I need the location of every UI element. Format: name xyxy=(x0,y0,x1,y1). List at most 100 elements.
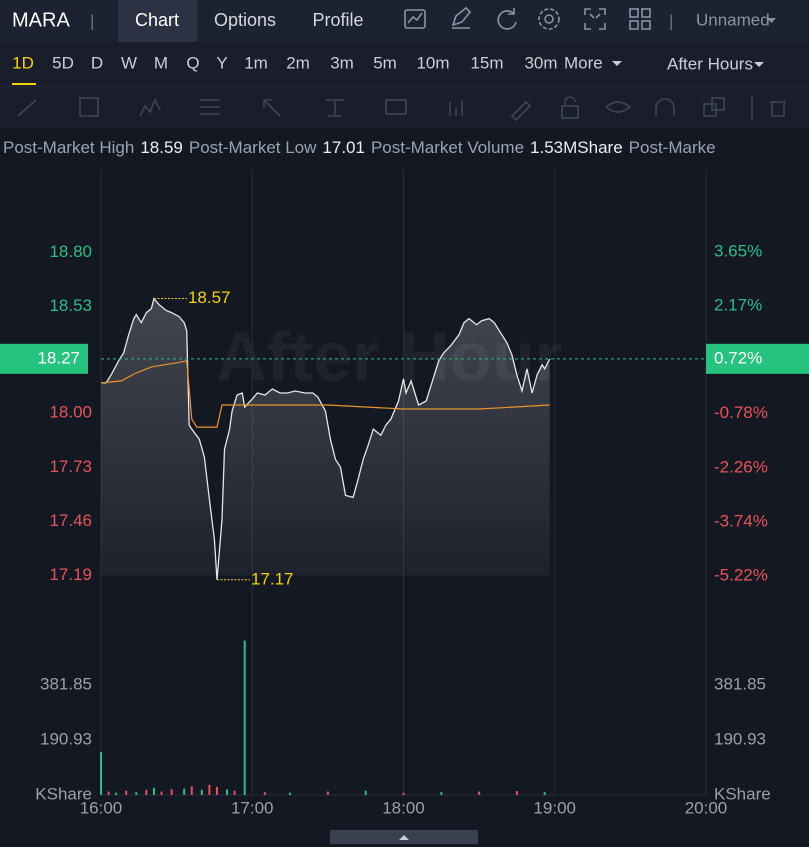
volume-bar xyxy=(160,791,163,795)
annotation-label: 18.57 xyxy=(188,288,231,307)
y2-tick-label: -2.26% xyxy=(714,457,768,476)
stat-label: Post-Market High xyxy=(3,138,134,157)
stat-value: 17.01 xyxy=(322,138,365,157)
stat-value: 18.59 xyxy=(140,138,183,157)
volume-tick-label: 190.93 xyxy=(40,729,92,748)
volume-bar xyxy=(107,791,110,795)
stat-label: Post-Market Low xyxy=(189,138,317,157)
annotation-label: 17.17 xyxy=(251,569,294,588)
stats-row: Post-Market High 18.59 Post-Market Low 17.0… xyxy=(3,138,716,157)
volume-bar xyxy=(543,792,546,795)
volume-bar xyxy=(125,790,128,795)
period-button[interactable]: 1m xyxy=(244,53,268,72)
volume-bar xyxy=(190,786,193,795)
period-button[interactable]: W xyxy=(121,53,137,72)
x-tick-label: 19:00 xyxy=(533,798,576,817)
volume-bar xyxy=(208,784,211,795)
session-select[interactable]: After Hours xyxy=(667,54,753,73)
active-period-underline xyxy=(12,83,36,85)
stat-label: Post-Marke xyxy=(629,138,716,157)
stat-value: 1.53M xyxy=(530,138,577,157)
volume-bar xyxy=(145,789,148,795)
y2-tick-label: -5.22% xyxy=(714,565,768,584)
period-button[interactable]: 15m xyxy=(470,53,503,72)
tab[interactable]: Options xyxy=(214,10,276,30)
volume-bar xyxy=(478,791,481,795)
volume-bar xyxy=(243,640,246,795)
current-change-box xyxy=(706,343,809,374)
volume-tick-label: 190.93 xyxy=(714,729,766,748)
x-tick-label: 20:00 xyxy=(685,798,728,817)
volume-bar xyxy=(289,792,292,795)
volume-bar xyxy=(183,788,186,795)
active-tab-bg xyxy=(118,0,197,42)
price-line xyxy=(101,297,551,580)
more-button[interactable]: More xyxy=(564,53,603,72)
volume-bar xyxy=(170,789,173,795)
current-change-label: 0.72% xyxy=(714,348,762,367)
period-button[interactable]: 3m xyxy=(330,53,354,72)
current-price-label: 18.27 xyxy=(37,348,80,367)
volume-bar xyxy=(402,792,405,795)
y-tick-label: 17.46 xyxy=(49,511,92,530)
period-button[interactable]: 5D xyxy=(52,53,74,72)
volume-bar xyxy=(226,789,229,795)
y-tick-label: 18.53 xyxy=(49,296,92,315)
period-button[interactable]: 2m xyxy=(286,53,310,72)
separator: | xyxy=(669,11,673,30)
volume-bar xyxy=(135,792,138,795)
y2-tick-label: -3.74% xyxy=(714,511,768,530)
volume-bar xyxy=(263,792,266,795)
stat-label: Post-Market Volume xyxy=(371,138,524,157)
drawing-toolbar xyxy=(0,86,809,128)
dropdown-arrow[interactable] xyxy=(754,62,764,67)
volume-tick-label: 381.85 xyxy=(714,674,766,693)
separator: | xyxy=(90,11,94,30)
volume-bar xyxy=(515,790,518,795)
current-price-box xyxy=(0,343,88,374)
period-button[interactable]: M xyxy=(154,53,168,72)
toolbar-icons[interactable] xyxy=(404,6,651,30)
y-tick-label: 18.00 xyxy=(49,403,92,422)
volume-bar xyxy=(115,792,118,795)
period-button[interactable]: Q xyxy=(186,53,199,72)
tab[interactable]: Profile xyxy=(312,10,363,30)
volume-tick-label: 381.85 xyxy=(40,674,92,693)
y2-tick-label: -0.78% xyxy=(714,403,768,422)
stat-unit: Share xyxy=(577,138,622,157)
volume-bar xyxy=(233,790,236,795)
symbol: MARA xyxy=(12,9,70,31)
volume-bar xyxy=(152,787,155,795)
layout-name[interactable]: Unnamed xyxy=(696,10,770,29)
x-tick-label: 16:00 xyxy=(80,798,123,817)
volume-bar xyxy=(200,789,203,795)
period-button[interactable]: 10m xyxy=(416,53,449,72)
volume-unit: KShare xyxy=(35,784,92,803)
average-line xyxy=(100,360,550,428)
volume-bar xyxy=(100,752,102,795)
expand-arrow[interactable] xyxy=(399,835,409,840)
y2-tick-label: 3.65% xyxy=(714,241,762,260)
period-button[interactable]: D xyxy=(91,53,103,72)
period-button[interactable]: 30m xyxy=(524,53,557,72)
volume-unit: KShare xyxy=(714,784,771,803)
volume-bar xyxy=(215,786,218,795)
dropdown-arrow[interactable] xyxy=(767,18,776,23)
volume-bar xyxy=(364,790,367,795)
x-tick-label: 18:00 xyxy=(382,798,425,817)
volume-bar xyxy=(440,792,443,795)
price-area xyxy=(101,298,550,580)
period-button[interactable]: 5m xyxy=(373,53,397,72)
y2-tick-label: 2.17% xyxy=(714,295,762,314)
x-tick-label: 17:00 xyxy=(231,798,274,817)
y-tick-label: 17.73 xyxy=(49,457,92,476)
period-button[interactable]: 1D xyxy=(12,53,34,72)
dropdown-arrow[interactable] xyxy=(612,61,622,66)
period-bar xyxy=(0,42,809,86)
period-button[interactable]: Y xyxy=(216,53,227,72)
y-tick-label: 17.19 xyxy=(49,565,92,584)
y-tick-label: 18.80 xyxy=(49,242,92,261)
drawing-tools[interactable] xyxy=(17,96,786,122)
tab[interactable]: Chart xyxy=(135,10,179,30)
